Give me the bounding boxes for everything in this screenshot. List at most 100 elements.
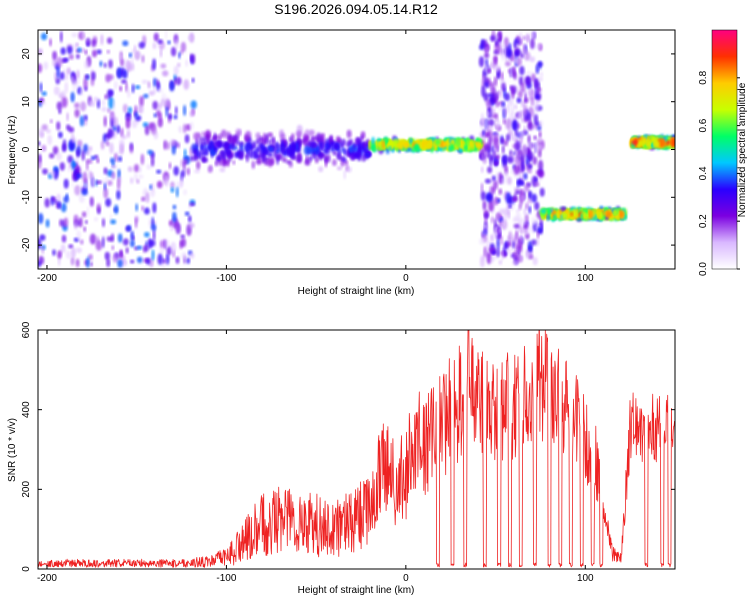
- heatmap-cell: [157, 39, 163, 44]
- heatmap-cell: [332, 159, 337, 166]
- heatmap-cell: [501, 177, 507, 185]
- heatmap-cell: [480, 191, 486, 201]
- x-tick-label: 0: [403, 273, 409, 284]
- heatmap-cell: [168, 113, 173, 120]
- heatmap-cell: [213, 146, 219, 152]
- heatmap-cell: [56, 101, 63, 111]
- heatmap-cell: [388, 146, 392, 151]
- heatmap-cell: [141, 79, 148, 85]
- heatmap-cell: [76, 230, 82, 241]
- heatmap-cell: [654, 140, 660, 148]
- heatmap-cell: [41, 246, 45, 255]
- heatmap-cell: [130, 230, 135, 242]
- heatmap-cell: [64, 74, 69, 81]
- heatmap-cell: [538, 120, 544, 128]
- heatmap-cell: [189, 252, 195, 259]
- heatmap-cell: [165, 239, 169, 249]
- heatmap-cell: [81, 48, 85, 53]
- heatmap-cell: [116, 178, 121, 190]
- heatmap-cell: [131, 48, 135, 55]
- heatmap-cell: [116, 67, 123, 79]
- heatmap-cell: [180, 41, 187, 53]
- heatmap-cell: [124, 59, 131, 70]
- heatmap-cell: [270, 136, 275, 146]
- heatmap-cell: [488, 81, 495, 88]
- heatmap-cell: [286, 160, 292, 165]
- heatmap-cell: [220, 129, 227, 139]
- figure-title: S196.2026.094.05.14.R12: [274, 1, 438, 17]
- heatmap-cell: [527, 169, 533, 174]
- heatmap-cell: [65, 193, 69, 199]
- heatmap-cell: [494, 161, 499, 166]
- heatmap-cell: [532, 123, 539, 130]
- heatmap-cell: [76, 173, 83, 179]
- heatmap-cell: [117, 233, 123, 243]
- heatmap-cell: [81, 189, 88, 196]
- heatmap-cell: [491, 105, 496, 117]
- heatmap-cell: [106, 89, 113, 100]
- heatmap-cell: [232, 134, 237, 144]
- heatmap-cell: [264, 148, 270, 156]
- heatmap-cell: [90, 261, 93, 267]
- heatmap-cell: [130, 57, 134, 69]
- heatmap-cell: [536, 229, 540, 239]
- heatmap-cell: [529, 56, 536, 63]
- heatmap-cell: [636, 140, 643, 147]
- heatmap-cell: [490, 216, 494, 224]
- heatmap-cell: [314, 157, 319, 164]
- heatmap-cell: [529, 254, 534, 260]
- heatmap-cell: [292, 144, 296, 150]
- heatmap-cell: [659, 138, 666, 148]
- heatmap-cell: [152, 42, 157, 50]
- heatmap-cell: [110, 111, 114, 117]
- heatmap-cell: [553, 214, 557, 220]
- heatmap-cell: [149, 184, 153, 190]
- heatmap-cell: [81, 149, 85, 161]
- heatmap-cell: [38, 260, 41, 268]
- heatmap-cell: [61, 202, 67, 213]
- heatmap-cell: [516, 97, 522, 104]
- heatmap-cell: [174, 38, 179, 50]
- heatmap-cell: [184, 211, 190, 216]
- heatmap-cell: [175, 106, 178, 115]
- heatmap-cell: [149, 188, 156, 198]
- heatmap-cell: [402, 140, 406, 150]
- heatmap-cell: [495, 171, 499, 184]
- heatmap-cell: [135, 85, 141, 90]
- heatmap-cell: [70, 75, 75, 82]
- heatmap-cell: [158, 112, 163, 121]
- heatmap-cell: [485, 193, 492, 201]
- heatmap-cell: [214, 160, 218, 167]
- heatmap-cell: [523, 172, 528, 180]
- heatmap-cell: [527, 163, 533, 170]
- heatmap-cell: [96, 203, 101, 213]
- heatmap-cell: [141, 196, 146, 202]
- heatmap-cell: [534, 100, 540, 112]
- heatmap-cell: [496, 198, 501, 204]
- heatmap-cell: [589, 209, 593, 219]
- heatmap-cell: [183, 148, 187, 158]
- heatmap-cell: [493, 180, 498, 190]
- heatmap-cell: [413, 143, 419, 152]
- heatmap-cell: [185, 59, 189, 67]
- heatmap-cell: [255, 132, 261, 140]
- heatmap-cell: [49, 119, 53, 124]
- heatmap-cell: [140, 153, 145, 165]
- heatmap-cell: [74, 108, 80, 118]
- heatmap-cell: [521, 160, 525, 171]
- heatmap-cell: [112, 253, 120, 263]
- heatmap-cell: [520, 52, 524, 59]
- heatmap-cell: [304, 158, 311, 166]
- heatmap-cell: [165, 175, 169, 188]
- heatmap-cell: [508, 196, 513, 205]
- heatmap-cell: [171, 144, 176, 155]
- heatmap-cell: [122, 238, 129, 246]
- heatmap-cell: [505, 104, 511, 114]
- heatmap-cell: [179, 176, 184, 188]
- heatmap-cell: [106, 258, 111, 268]
- heatmap-cell: [162, 70, 169, 77]
- heatmap-cell: [527, 89, 532, 95]
- heatmap-cell: [512, 260, 519, 266]
- heatmap-cell: [520, 255, 523, 263]
- heatmap-cell: [113, 116, 118, 128]
